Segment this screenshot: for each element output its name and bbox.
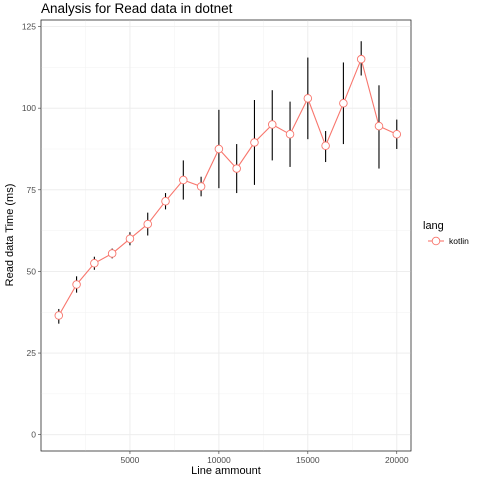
data-point (196, 182, 206, 191)
data-point (339, 99, 348, 108)
legend-label: kotlin (449, 236, 469, 246)
x-tick-label: 5000 (120, 455, 139, 465)
plot-border (40, 19, 412, 452)
data-point (356, 54, 366, 64)
data-point (321, 141, 330, 150)
y-tick-label: 125 (22, 22, 36, 32)
y-axis-title: Read data Time (ms) (4, 184, 16, 287)
chart-title: Analysis for Read data in dotnet (41, 1, 233, 16)
data-point (107, 249, 117, 258)
data-point (143, 219, 152, 229)
legend: lang kotlin (423, 220, 469, 246)
y-tick-label: 75 (27, 185, 37, 195)
data-point (214, 144, 224, 154)
data-point (161, 196, 170, 206)
x-tick-label: 10000 (207, 455, 231, 465)
data-point (125, 234, 135, 244)
x-axis-ticks: 5000 10000 15000 20000 (120, 451, 409, 465)
y-axis-ticks: 0 25 50 75 100 125 (22, 22, 41, 440)
y-tick-label: 0 (31, 430, 36, 440)
data-point (392, 130, 402, 139)
y-tick-label: 25 (27, 348, 37, 358)
legend-title: lang (423, 220, 444, 232)
data-point (303, 94, 313, 103)
data-point (232, 164, 241, 173)
x-tick-label: 20000 (385, 455, 409, 465)
x-axis-title: Line ammount (191, 465, 261, 477)
data-point (72, 280, 81, 289)
data-point (268, 120, 277, 129)
data-points (54, 54, 402, 320)
x-tick-label: 15000 (296, 455, 320, 465)
data-point (90, 259, 99, 268)
legend-key-point (431, 236, 441, 246)
data-point (54, 311, 64, 320)
y-tick-label: 50 (27, 266, 37, 276)
data-point (374, 121, 384, 131)
data-point (285, 130, 295, 139)
data-point (179, 175, 188, 185)
plot-panel (40, 19, 412, 452)
data-point (250, 138, 259, 147)
y-tick-label: 100 (22, 103, 36, 113)
